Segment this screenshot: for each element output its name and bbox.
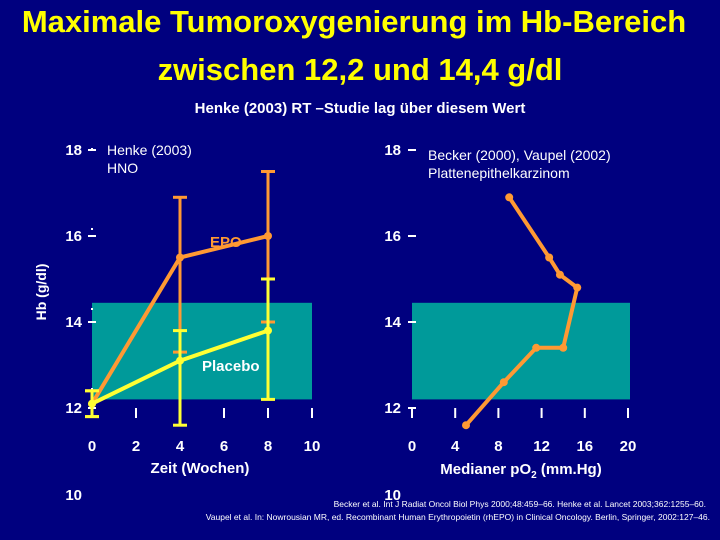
left-series-group [85, 170, 275, 427]
left-ytick-10: 10 [65, 487, 82, 504]
data-point-0-2 [264, 232, 272, 240]
subtitle: Henke (2003) RT –Studie lag über diesem … [194, 100, 526, 117]
right-data-point-6 [545, 253, 554, 262]
right-xtick-label-12: 12 [533, 438, 550, 455]
data-point-1-0 [88, 399, 96, 408]
right-xtick-label-8: 8 [494, 438, 502, 455]
data-point-0-1 [176, 253, 184, 262]
reference-line-2: Vaupel et al. In: Nowrousian MR, ed. Rec… [205, 512, 710, 522]
left-xtick-label-10: 10 [304, 438, 321, 455]
right-xtick-label-0: 0 [408, 438, 416, 455]
left-xtick-label-2: 2 [132, 438, 140, 455]
right-series-group [462, 193, 582, 430]
right-data-point-0 [462, 421, 470, 430]
left-x-axis [91, 408, 313, 418]
right-data-point-3 [559, 343, 568, 352]
left-x-axis-label: Zeit (Wochen) [151, 460, 250, 477]
left-ytick-14: 14 [65, 314, 82, 331]
left-panel-label-1: Henke (2003) [107, 142, 192, 158]
band-right [412, 302, 630, 400]
left-xtick-label-0: 0 [88, 438, 96, 455]
right-ytick-18: 18 [384, 142, 401, 159]
right-x-axis-label-sub: 2 [531, 470, 537, 481]
left-xtick-label-6: 6 [220, 438, 228, 455]
y-axis-label: Hb (g/dl) [33, 264, 49, 321]
right-data-point-5 [555, 270, 564, 279]
right-ytick-10: 10 [384, 487, 401, 504]
left-ytick-16: 16 [65, 228, 82, 245]
series-label-placebo: Placebo [202, 358, 260, 375]
left-xtick-label-4: 4 [176, 438, 185, 455]
right-panel-label-1: Becker (2000), Vaupel (2002) [428, 147, 611, 163]
right-xtick-label-4: 4 [451, 438, 460, 455]
right-data-point-1 [499, 378, 508, 387]
left-panel-label-2: HNO [107, 160, 138, 176]
right-x-axis-label: Medianer pO2 (mm.Hg) [440, 461, 601, 481]
reference-line-1: Becker et al. Int J Radiat Oncol Biol Ph… [333, 499, 706, 509]
right-y-ticks [408, 149, 416, 409]
left-ytick-18: 18 [65, 142, 82, 159]
right-ytick-16: 16 [384, 228, 401, 245]
right-x-axis-label-main: Medianer pO [440, 461, 531, 478]
data-point-1-2 [264, 326, 272, 335]
right-xtick-label-20: 20 [620, 438, 637, 455]
right-data-point-2 [532, 343, 541, 352]
title-line-1: Maximale Tumoroxygenierung im Hb-Bereich [21, 4, 687, 39]
right-data-point-7 [505, 193, 514, 202]
right-x-axis [411, 408, 629, 418]
left-y-ticks [88, 149, 96, 409]
left-ytick-12: 12 [65, 400, 82, 417]
right-xtick-label-16: 16 [576, 438, 593, 455]
left-xtick-label-8: 8 [264, 438, 272, 455]
right-panel-label-2: Plattenepithelkarzinom [428, 165, 570, 181]
right-data-point-4 [573, 283, 582, 292]
data-point-1-1 [176, 356, 184, 365]
right-ytick-12: 12 [384, 400, 401, 417]
title-line-2: zwischen 12,2 und 14,4 g/dl [157, 52, 563, 87]
right-x-axis-label-tail: (mm.Hg) [537, 461, 602, 478]
right-ytick-14: 14 [384, 314, 401, 331]
